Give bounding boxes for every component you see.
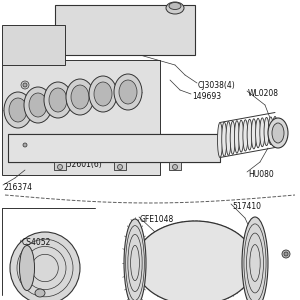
Ellipse shape [264, 117, 269, 146]
Ellipse shape [119, 80, 137, 104]
Bar [169, 162, 181, 170]
Ellipse shape [239, 120, 244, 152]
Ellipse shape [272, 123, 284, 143]
Ellipse shape [234, 121, 239, 153]
Ellipse shape [222, 122, 227, 156]
Ellipse shape [66, 79, 94, 115]
Bar [54, 162, 66, 170]
Ellipse shape [71, 85, 89, 109]
Polygon shape [55, 5, 195, 55]
Ellipse shape [4, 92, 32, 128]
Ellipse shape [118, 164, 122, 169]
Ellipse shape [21, 111, 29, 119]
Ellipse shape [243, 120, 248, 151]
Ellipse shape [272, 116, 278, 143]
Ellipse shape [23, 143, 27, 147]
Ellipse shape [268, 117, 273, 145]
Ellipse shape [21, 141, 29, 149]
Polygon shape [2, 25, 65, 65]
Ellipse shape [247, 119, 252, 150]
Ellipse shape [169, 2, 181, 10]
Ellipse shape [49, 88, 67, 112]
Ellipse shape [35, 289, 45, 297]
Ellipse shape [23, 83, 27, 87]
Ellipse shape [172, 164, 178, 169]
Ellipse shape [226, 122, 231, 155]
Ellipse shape [242, 217, 268, 300]
Text: 517410: 517410 [232, 202, 261, 211]
Ellipse shape [251, 119, 256, 149]
Text: CS4052: CS4052 [22, 238, 51, 247]
Ellipse shape [44, 82, 72, 118]
Ellipse shape [9, 98, 27, 122]
Ellipse shape [256, 118, 261, 148]
Ellipse shape [29, 93, 47, 117]
Ellipse shape [23, 113, 27, 117]
Ellipse shape [58, 164, 62, 169]
Ellipse shape [284, 252, 288, 256]
Text: HU080: HU080 [248, 170, 274, 179]
Ellipse shape [268, 118, 288, 148]
Polygon shape [2, 60, 160, 175]
Bar [8, 134, 220, 162]
Ellipse shape [24, 87, 52, 123]
Text: 152601(6): 152601(6) [62, 160, 102, 169]
Ellipse shape [282, 250, 290, 258]
Ellipse shape [21, 81, 29, 89]
Ellipse shape [260, 118, 265, 147]
Text: 149693: 149693 [192, 92, 221, 101]
Ellipse shape [218, 122, 223, 158]
Text: CJ3038(4): CJ3038(4) [198, 81, 236, 90]
Ellipse shape [94, 82, 112, 106]
Ellipse shape [114, 74, 142, 110]
Ellipse shape [166, 2, 184, 14]
Ellipse shape [135, 221, 255, 300]
Text: 216374: 216374 [4, 183, 33, 192]
Text: GFE1048: GFE1048 [140, 215, 174, 224]
Bar [114, 162, 126, 170]
Text: WL0208: WL0208 [248, 89, 279, 98]
Ellipse shape [89, 76, 117, 112]
Ellipse shape [124, 219, 146, 300]
Ellipse shape [10, 232, 80, 300]
Ellipse shape [230, 121, 235, 154]
Ellipse shape [20, 245, 34, 290]
